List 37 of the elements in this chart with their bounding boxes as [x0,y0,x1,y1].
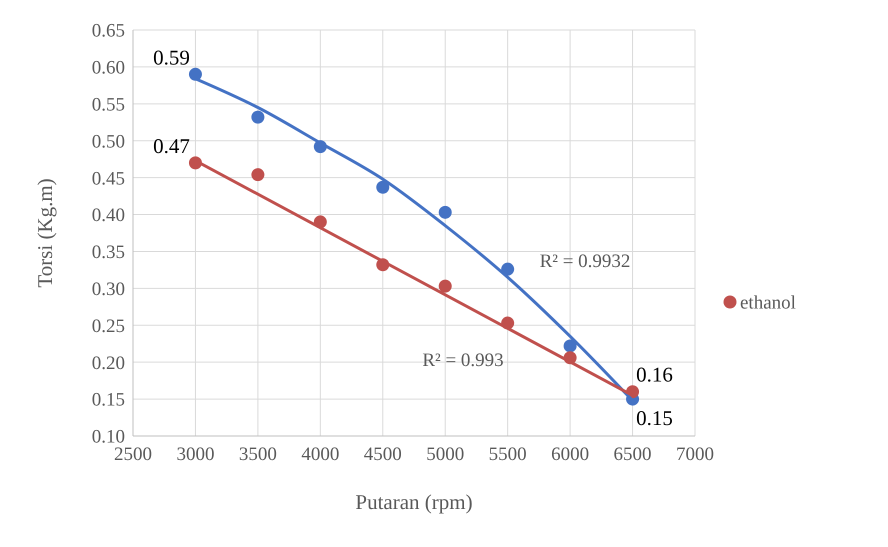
x-tick-label: 5000 [426,444,464,465]
x-tick-label: 3500 [238,444,277,465]
data-label: 0.47 [153,134,190,158]
y-tick-label: 0.25 [92,316,125,337]
y-tick-label: 0.15 [92,390,125,411]
y-tick-label: 0.35 [92,242,125,264]
point [438,280,452,293]
y-tick-label: 0.65 [92,20,125,42]
x-tick-label: 4000 [301,444,340,465]
annotation: R² = 0.993 [422,350,504,371]
y-tick-label: 0.40 [92,205,125,226]
y-tick-label: 0.55 [92,94,125,116]
point [438,206,452,219]
y-tick-label: 0.20 [92,352,125,374]
x-axis-title: Putaran (rpm) [355,490,473,514]
x-tick-label: 7000 [676,444,714,465]
x-tick-label: 3000 [176,444,214,465]
point [376,180,390,194]
data-label: 0.16 [636,362,673,387]
legend-label: ethanol [740,292,796,314]
point [251,168,264,182]
data-label: 0.59 [153,45,190,70]
data-label: 0.15 [636,406,673,430]
x-tick-label: 6000 [551,444,590,465]
y-axis-title: Torsi (Kg.m) [33,178,57,288]
y-tick-label: 0.30 [92,279,125,300]
y-tick-label: 0.50 [92,131,125,152]
point [564,339,577,352]
y-tick-label: 0.60 [92,58,125,79]
point [251,110,264,124]
annotation: R² = 0.9932 [540,251,630,272]
y-tick-label: 0.45 [92,168,125,190]
point [501,262,514,276]
x-tick-label: 6500 [614,444,652,465]
x-tick-label: 4500 [364,444,402,465]
x-tick-label: 5500 [488,444,527,465]
point [188,68,202,81]
